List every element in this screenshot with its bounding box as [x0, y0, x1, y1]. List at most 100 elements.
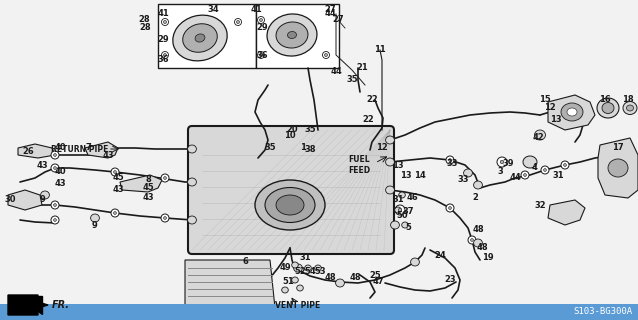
- Ellipse shape: [544, 169, 546, 172]
- Ellipse shape: [563, 164, 567, 166]
- Ellipse shape: [623, 101, 637, 115]
- Ellipse shape: [468, 236, 476, 244]
- Ellipse shape: [402, 222, 408, 228]
- Ellipse shape: [293, 264, 302, 272]
- Text: 19: 19: [482, 253, 494, 262]
- Text: 30: 30: [4, 196, 16, 204]
- Ellipse shape: [255, 180, 325, 230]
- Text: 53: 53: [314, 268, 326, 276]
- Text: 29: 29: [157, 36, 169, 44]
- Ellipse shape: [161, 52, 168, 59]
- Text: 46: 46: [406, 194, 418, 203]
- Text: 9: 9: [92, 220, 98, 229]
- Text: 39: 39: [502, 158, 514, 167]
- Ellipse shape: [385, 186, 394, 194]
- Text: 9: 9: [39, 196, 45, 204]
- Ellipse shape: [464, 169, 472, 177]
- Text: 31: 31: [299, 253, 311, 262]
- Ellipse shape: [276, 195, 304, 215]
- Ellipse shape: [173, 15, 227, 61]
- Ellipse shape: [91, 214, 100, 222]
- Polygon shape: [598, 138, 638, 198]
- Text: 28: 28: [138, 15, 150, 25]
- Text: 43: 43: [36, 161, 48, 170]
- Text: 40: 40: [54, 143, 66, 153]
- Ellipse shape: [315, 265, 322, 271]
- Text: 26: 26: [22, 148, 34, 156]
- Ellipse shape: [500, 160, 504, 164]
- Text: 32: 32: [534, 201, 546, 210]
- Ellipse shape: [398, 208, 402, 212]
- Text: 42: 42: [532, 133, 544, 142]
- Ellipse shape: [235, 19, 242, 26]
- Bar: [256, 4, 339, 68]
- Text: 48: 48: [349, 274, 361, 283]
- Text: 48: 48: [472, 226, 484, 235]
- Text: 36: 36: [157, 55, 169, 65]
- Text: 11: 11: [374, 45, 386, 54]
- Ellipse shape: [305, 265, 311, 271]
- Text: 7: 7: [85, 143, 91, 153]
- Text: 25: 25: [369, 270, 381, 279]
- Text: 54: 54: [304, 268, 316, 276]
- Text: 21: 21: [356, 63, 368, 73]
- Text: 33: 33: [446, 158, 457, 167]
- Ellipse shape: [161, 214, 169, 222]
- Ellipse shape: [325, 53, 327, 57]
- Text: 41: 41: [250, 5, 262, 14]
- Ellipse shape: [267, 14, 317, 56]
- Text: 49: 49: [279, 263, 291, 273]
- Text: 43: 43: [54, 179, 66, 188]
- Text: FUEL
FEED: FUEL FEED: [348, 155, 370, 175]
- Ellipse shape: [111, 209, 119, 217]
- Text: 43: 43: [102, 150, 114, 159]
- Ellipse shape: [161, 174, 169, 182]
- Ellipse shape: [411, 258, 419, 266]
- Ellipse shape: [54, 219, 56, 221]
- Ellipse shape: [390, 221, 399, 229]
- Text: 43: 43: [112, 186, 124, 195]
- Ellipse shape: [535, 130, 545, 140]
- Ellipse shape: [163, 217, 167, 220]
- Ellipse shape: [385, 158, 394, 166]
- Text: 29: 29: [256, 23, 268, 33]
- Text: 44: 44: [509, 173, 521, 182]
- Text: 28: 28: [139, 23, 151, 33]
- Ellipse shape: [473, 239, 482, 247]
- FancyBboxPatch shape: [188, 126, 394, 254]
- Text: 12: 12: [376, 143, 388, 153]
- Ellipse shape: [288, 31, 297, 38]
- Text: 15: 15: [539, 95, 551, 105]
- Text: 35: 35: [264, 143, 276, 153]
- Text: 44: 44: [324, 10, 336, 19]
- Text: 24: 24: [434, 251, 446, 260]
- Ellipse shape: [182, 24, 218, 52]
- Text: 35: 35: [304, 125, 316, 134]
- Text: 36: 36: [256, 51, 268, 60]
- Text: 31: 31: [392, 196, 404, 204]
- Ellipse shape: [163, 177, 167, 180]
- Text: FR.: FR.: [52, 300, 70, 310]
- Polygon shape: [8, 295, 48, 315]
- Text: 13: 13: [400, 171, 412, 180]
- Text: 51: 51: [282, 277, 294, 286]
- Text: 4: 4: [532, 164, 538, 172]
- Text: 45: 45: [112, 173, 124, 182]
- Ellipse shape: [523, 156, 537, 168]
- Text: 31: 31: [552, 171, 564, 180]
- Text: 22: 22: [362, 116, 374, 124]
- Ellipse shape: [51, 151, 59, 159]
- Ellipse shape: [541, 166, 549, 174]
- Ellipse shape: [399, 192, 405, 198]
- Text: 44: 44: [330, 68, 342, 76]
- Text: 13: 13: [392, 161, 404, 170]
- Ellipse shape: [446, 156, 454, 164]
- Text: 1: 1: [300, 143, 306, 153]
- Ellipse shape: [195, 34, 205, 42]
- Polygon shape: [18, 296, 42, 314]
- Ellipse shape: [51, 164, 59, 172]
- Text: S103-BG300A: S103-BG300A: [574, 308, 633, 316]
- Ellipse shape: [524, 173, 526, 176]
- Text: 6: 6: [242, 258, 248, 267]
- Ellipse shape: [260, 53, 262, 57]
